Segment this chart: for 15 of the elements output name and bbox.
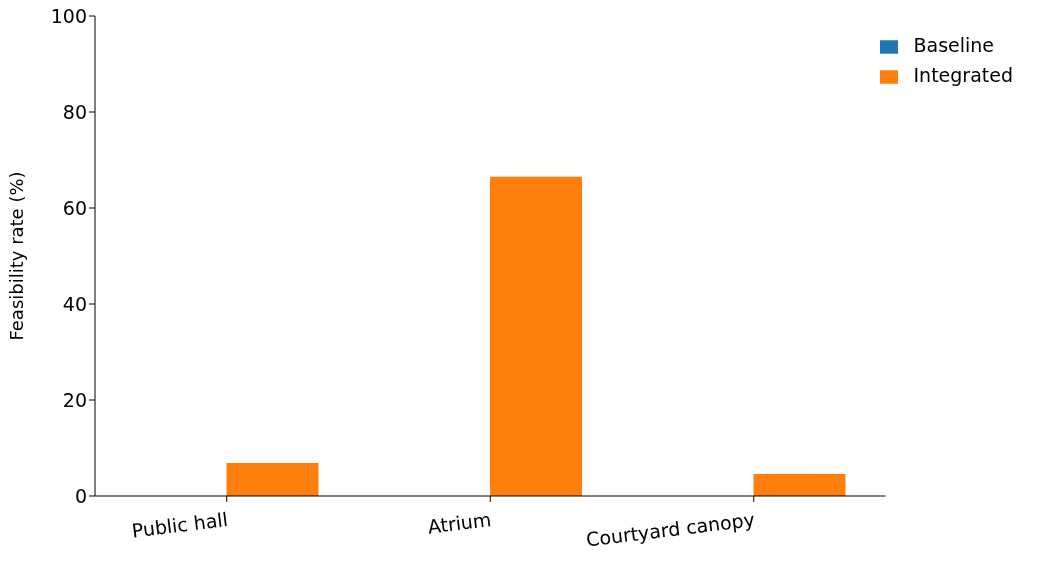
y-tick-label: 60 [62,196,87,219]
y-tick-label: 0 [74,484,87,507]
y-tick-label: 20 [62,388,87,411]
bar [226,462,319,496]
y-tick-label: 80 [62,100,87,123]
bar [490,176,583,496]
legend-label: Integrated [913,64,1013,86]
x-tick-label: Atrium [426,508,493,538]
legend-label: Baseline [913,34,995,56]
y-tick-label: 100 [50,4,87,27]
x-tick-label: Courtyard canopy [584,508,756,551]
bar [753,473,846,496]
y-tick-label: 40 [62,292,87,315]
y-axis-title: Feasibility rate (%) [6,171,28,341]
x-tick-label: Public hall [130,508,229,542]
